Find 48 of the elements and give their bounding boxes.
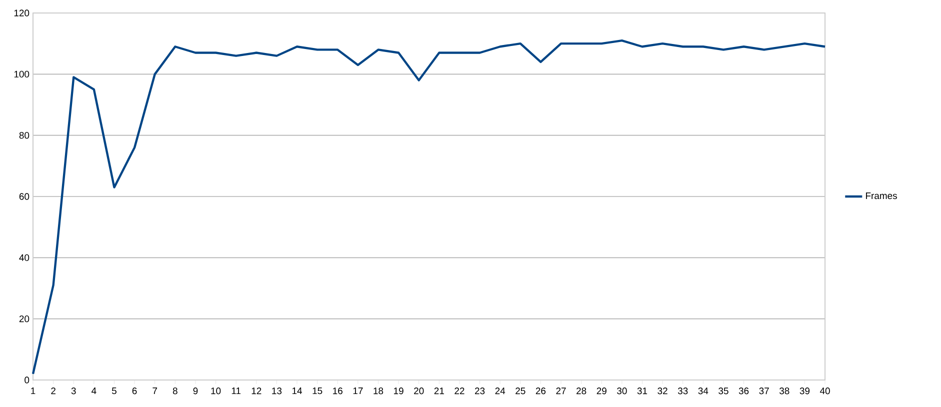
x-tick-label: 21 [434, 388, 444, 394]
y-tick-label: 40 [19, 254, 30, 262]
x-tick-label: 25 [516, 388, 526, 394]
x-tick-label: 37 [759, 388, 769, 394]
x-tick-label: 30 [617, 388, 627, 394]
x-tick-label: 13 [272, 388, 282, 394]
x-tick-label: 40 [820, 388, 830, 394]
x-tick-label: 7 [152, 388, 158, 394]
y-tick-label: 0 [24, 376, 30, 384]
x-tick-label: 32 [658, 388, 668, 394]
x-tick-label: 9 [193, 388, 198, 394]
x-tick-label: 27 [556, 388, 566, 394]
x-tick-label: 12 [252, 388, 262, 394]
x-tick-label: 10 [211, 388, 221, 394]
x-tick-label: 20 [414, 388, 424, 394]
legend-label: Frames [866, 192, 897, 200]
y-tick-label: 20 [19, 315, 30, 322]
x-tick-label: 28 [576, 388, 586, 394]
x-tick-label: 19 [394, 388, 404, 394]
x-tick-label: 1 [31, 388, 36, 394]
x-tick-label: 29 [596, 388, 606, 394]
y-tick-label: 120 [14, 10, 30, 16]
x-tick-label: 26 [536, 388, 546, 394]
x-tick-label: 22 [454, 388, 464, 394]
x-tick-label: 23 [474, 388, 485, 394]
x-tick-label: 5 [112, 388, 116, 394]
x-tick-label: 14 [292, 388, 302, 394]
x-tick-label: 33 [678, 388, 688, 394]
x-tick-label: 2 [51, 388, 56, 394]
x-tick-label: 38 [779, 388, 790, 394]
x-tick-label: 4 [92, 388, 96, 394]
y-tick-label: 80 [19, 132, 30, 139]
x-tick-label: 17 [353, 388, 363, 394]
y-tick-label: 100 [14, 70, 30, 78]
x-tick-label: 18 [374, 388, 384, 394]
x-tick-label: 15 [312, 388, 322, 394]
x-tick-label: 31 [637, 388, 648, 394]
y-tick-label: 60 [19, 193, 30, 200]
x-tick-label: 16 [333, 388, 342, 394]
x-tick-label: 11 [232, 388, 241, 394]
x-tick-label: 34 [698, 388, 708, 394]
x-tick-label: 36 [738, 388, 749, 394]
x-tick-label: 3 [71, 388, 76, 394]
x-tick-label: 8 [172, 388, 178, 394]
x-tick-label: 39 [800, 388, 810, 394]
x-tick-label: 6 [132, 388, 137, 394]
x-tick-label: 24 [495, 388, 506, 394]
x-tick-label: 35 [718, 388, 728, 394]
